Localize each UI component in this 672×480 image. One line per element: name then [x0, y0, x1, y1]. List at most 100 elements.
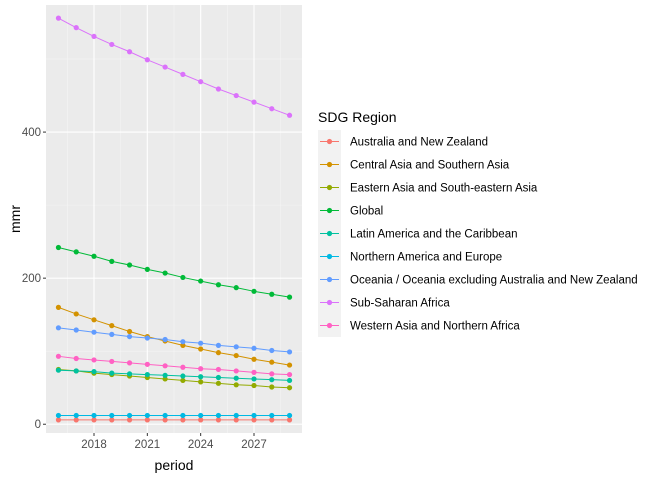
- legend-label: Global: [350, 206, 383, 218]
- data-point: [198, 417, 204, 423]
- data-point: [180, 377, 186, 384]
- data-point: [126, 262, 133, 268]
- data-point: [162, 64, 168, 70]
- data-point: [251, 345, 257, 351]
- data-point: [126, 417, 133, 423]
- data-point: [162, 376, 168, 382]
- data-point: [73, 311, 79, 317]
- data-point: [180, 71, 186, 77]
- data-point: [198, 366, 204, 372]
- minor-gridlines: [46, 5, 302, 433]
- data-point: [55, 417, 62, 423]
- data-point: [91, 369, 97, 375]
- data-point: [109, 417, 115, 423]
- data-point: [198, 340, 204, 346]
- legend-key-point: [326, 253, 333, 260]
- data-point: [180, 412, 186, 419]
- data-point: [126, 360, 133, 366]
- data-point: [126, 371, 133, 377]
- data-point: [198, 278, 204, 284]
- data-point: [269, 371, 275, 377]
- data-point: [109, 412, 115, 419]
- series-line: [58, 369, 290, 381]
- data-point: [251, 412, 257, 419]
- legend-label: Oceania / Oceania excluding Australia an…: [350, 275, 638, 287]
- y-axis-title: mmr: [7, 205, 23, 233]
- data-point: [233, 417, 239, 423]
- legend-key-point: [326, 161, 333, 168]
- data-point: [162, 363, 168, 369]
- data-point: [73, 417, 79, 423]
- data-point: [198, 79, 204, 85]
- data-point: [73, 25, 79, 31]
- data-point: [198, 346, 204, 352]
- data-point: [251, 369, 257, 375]
- data-point: [215, 366, 222, 373]
- data-point: [91, 317, 97, 323]
- data-point: [126, 328, 133, 335]
- y-tick-label: 0: [35, 419, 41, 431]
- data-point: [286, 349, 293, 355]
- data-point: [251, 288, 257, 294]
- data-point: [109, 41, 115, 48]
- data-point: [180, 417, 186, 423]
- y-tick-label: 400: [22, 127, 41, 139]
- data-point: [162, 412, 168, 419]
- data-point: [233, 344, 239, 350]
- data-point: [269, 291, 275, 297]
- data-point: [251, 382, 257, 389]
- series-line: [58, 327, 290, 353]
- legend-label: Australia and New Zealand: [350, 137, 488, 149]
- data-point: [91, 412, 97, 419]
- data-point: [73, 355, 79, 362]
- data-point: [286, 417, 293, 423]
- data-point: [126, 49, 133, 55]
- data-point: [91, 329, 97, 335]
- data-point: [91, 33, 97, 40]
- data-point: [251, 417, 257, 423]
- legend-label: Sub-Saharan Africa: [350, 298, 450, 310]
- data-point: [55, 367, 62, 373]
- data-point: [73, 249, 79, 255]
- series-layer: [55, 15, 293, 423]
- legend-label: Latin America and the Caribbean: [350, 229, 518, 241]
- data-point: [286, 362, 293, 368]
- data-point: [269, 377, 275, 383]
- data-point: [215, 380, 222, 386]
- data-point: [215, 282, 222, 288]
- data-point: [251, 356, 257, 362]
- data-point: [286, 385, 293, 391]
- legend-key-point: [326, 299, 333, 306]
- data-point: [215, 86, 222, 92]
- data-point: [269, 359, 275, 365]
- series-line: [58, 355, 290, 376]
- data-point: [286, 377, 293, 384]
- legend: SDG Region Australia and New Zealand Cent…: [318, 109, 638, 337]
- data-point: [233, 352, 239, 359]
- data-point: [180, 342, 186, 348]
- data-point: [162, 372, 168, 378]
- data-point: [269, 106, 275, 112]
- series-line: [58, 17, 290, 116]
- data-point: [180, 339, 186, 345]
- series-line: [58, 368, 290, 389]
- data-point: [109, 323, 115, 329]
- data-point: [215, 412, 222, 419]
- data-point: [55, 412, 62, 419]
- data-point: [109, 358, 115, 365]
- data-point: [55, 325, 62, 331]
- data-point: [198, 412, 204, 419]
- legend-key-point: [326, 138, 333, 145]
- x-tick-label: 2024: [188, 439, 214, 451]
- legend-key-point: [326, 322, 333, 329]
- data-point: [286, 412, 293, 419]
- data-point: [144, 361, 150, 367]
- data-point: [198, 379, 204, 385]
- data-point: [91, 357, 97, 363]
- x-tick-label: 2021: [135, 439, 161, 451]
- data-point: [215, 374, 222, 381]
- data-point: [251, 376, 257, 382]
- data-point: [215, 342, 222, 348]
- legend-label: Eastern Asia and South-eastern Asia: [350, 183, 538, 195]
- data-point: [55, 353, 62, 359]
